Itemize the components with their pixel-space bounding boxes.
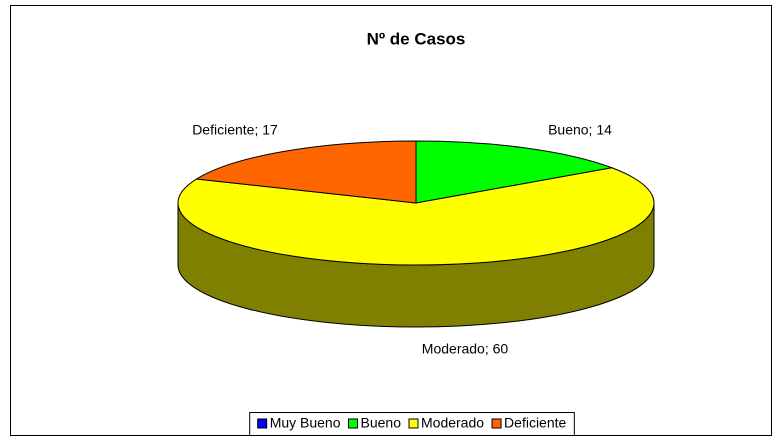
legend-label: Moderado: [421, 415, 484, 431]
legend-label: Muy Bueno: [270, 415, 341, 431]
legend-swatch: [257, 418, 268, 429]
legend-swatch: [348, 418, 359, 429]
chart-title: Nº de Casos: [367, 29, 466, 48]
legend-label: Deficiente: [504, 415, 566, 431]
data-label: Deficiente; 17: [192, 122, 278, 138]
legend-swatch: [408, 418, 419, 429]
slice: [195, 140, 417, 204]
legend-label: Bueno: [361, 415, 402, 431]
slice: [415, 140, 614, 204]
slice: [177, 167, 655, 266]
legend-swatch: [491, 418, 502, 429]
data-label: Moderado; 60: [422, 341, 509, 357]
data-label: Bueno; 14: [548, 122, 612, 138]
